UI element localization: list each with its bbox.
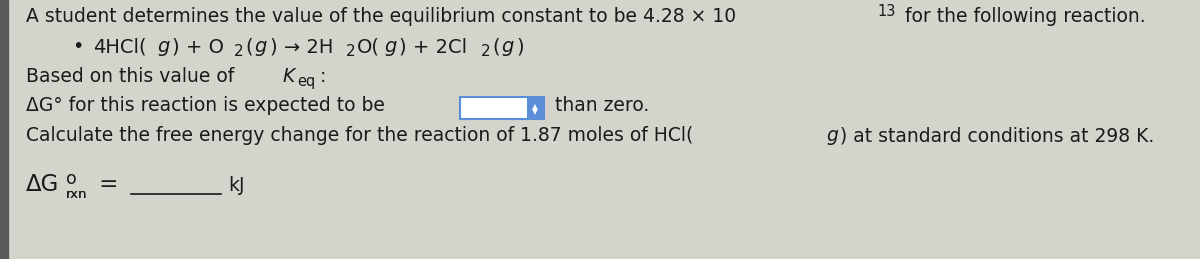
- Text: ): ): [516, 37, 524, 56]
- Text: g: g: [502, 37, 514, 56]
- Text: ) at standard conditions at 298 K.: ) at standard conditions at 298 K.: [840, 126, 1154, 145]
- Text: (: (: [246, 37, 253, 56]
- Text: g: g: [384, 37, 397, 56]
- Text: eq: eq: [298, 74, 316, 89]
- Text: g: g: [254, 37, 268, 56]
- Text: o: o: [66, 170, 77, 188]
- Text: ) → 2H: ) → 2H: [270, 37, 332, 56]
- Text: O(: O(: [358, 37, 380, 56]
- Text: 4HCl(: 4HCl(: [92, 37, 146, 56]
- Text: ▲: ▲: [533, 102, 538, 111]
- Text: ) + 2Cl: ) + 2Cl: [400, 37, 468, 56]
- Text: 13: 13: [877, 4, 895, 19]
- Text: rxn: rxn: [66, 188, 88, 201]
- Text: than zero.: than zero.: [550, 96, 649, 115]
- Text: A student determines the value of the equilibrium constant to be 4.28 × 10: A student determines the value of the eq…: [26, 7, 736, 26]
- Text: ) + O: ) + O: [172, 37, 224, 56]
- Text: Based on this value of: Based on this value of: [26, 67, 240, 86]
- Text: :: :: [319, 67, 325, 86]
- Text: kJ: kJ: [228, 176, 245, 195]
- Text: g: g: [826, 126, 838, 145]
- FancyBboxPatch shape: [527, 97, 544, 119]
- Text: for the following reaction.: for the following reaction.: [899, 7, 1146, 26]
- Text: (: (: [492, 37, 500, 56]
- Text: K: K: [283, 67, 295, 86]
- Text: ΔG: ΔG: [26, 173, 59, 196]
- Text: •: •: [72, 37, 84, 56]
- Text: Calculate the free energy change for the reaction of 1.87 moles of HCl(: Calculate the free energy change for the…: [26, 126, 694, 145]
- FancyBboxPatch shape: [460, 97, 544, 119]
- Text: 2: 2: [346, 44, 355, 59]
- Text: g: g: [157, 37, 169, 56]
- Bar: [0, 0, 8, 259]
- Text: ΔG° for this reaction is expected to be: ΔG° for this reaction is expected to be: [26, 96, 385, 115]
- Text: =: =: [91, 173, 118, 196]
- Text: ▼: ▼: [533, 107, 538, 116]
- Text: 2: 2: [234, 44, 244, 59]
- Text: rxn: rxn: [66, 188, 88, 201]
- Text: 2: 2: [481, 44, 491, 59]
